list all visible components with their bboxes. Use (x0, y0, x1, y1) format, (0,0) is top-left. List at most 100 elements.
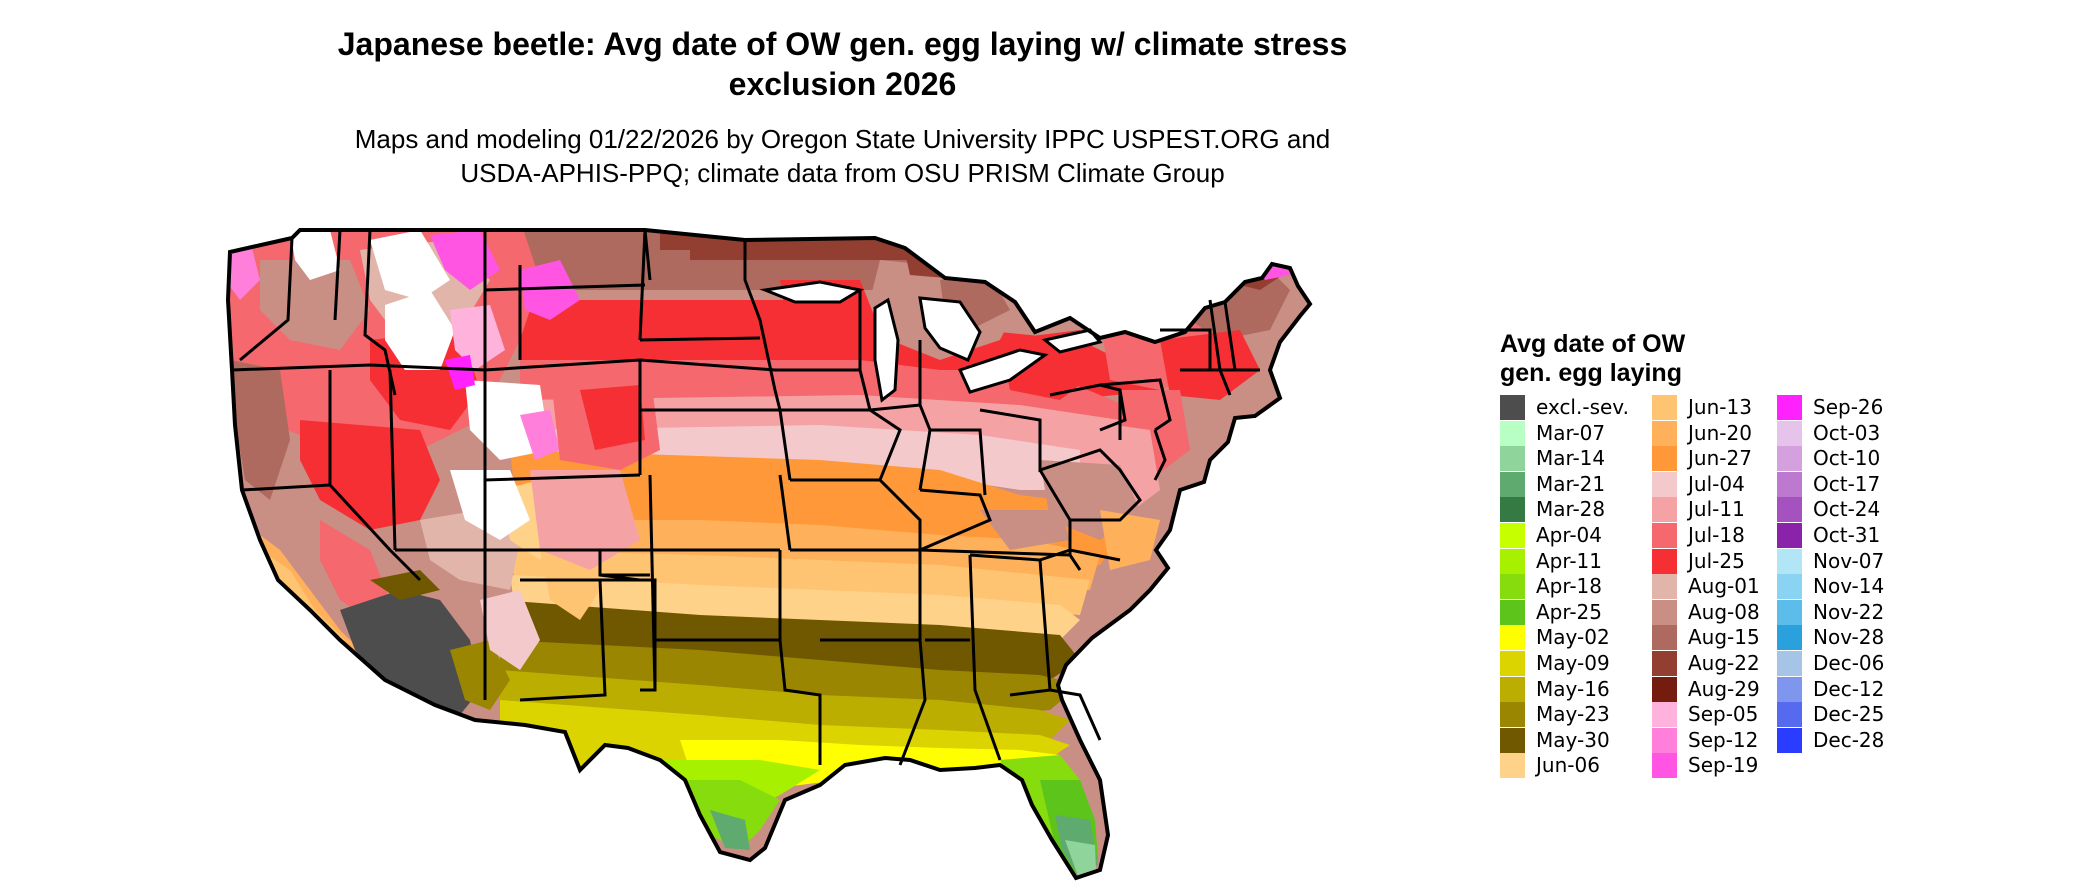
legend-label: Apr-18 (1536, 574, 1602, 599)
legend-label: Apr-04 (1536, 522, 1602, 547)
legend-swatch (1652, 702, 1677, 728)
us-map (220, 220, 1475, 890)
map-title-line-1: Japanese beetle: Avg date of OW gen. egg… (337, 26, 1348, 62)
legend-label: Jun-20 (1688, 420, 1752, 445)
legend-swatch (1652, 420, 1677, 446)
legend-swatch (1500, 395, 1525, 420)
legend-label: Aug-01 (1688, 574, 1760, 599)
legend-label: Aug-22 (1688, 650, 1760, 675)
legend-label: Mar-07 (1536, 420, 1606, 445)
us-national-outline (225, 228, 1313, 881)
legend-swatch (1500, 650, 1525, 676)
legend-label: Aug-15 (1688, 625, 1760, 650)
legend-label: Jun-06 (1536, 753, 1600, 778)
legend-label: Sep-12 (1688, 727, 1759, 752)
legend-swatch (1500, 753, 1525, 779)
legend-swatch (1652, 599, 1677, 625)
legend-swatch (1777, 471, 1802, 497)
legend-label: Oct-03 (1813, 420, 1881, 445)
legend-label: Apr-11 (1536, 548, 1602, 573)
legend-swatch (1777, 599, 1802, 625)
legend-label: Jul-11 (1688, 497, 1745, 522)
legend-label: Oct-10 (1813, 446, 1881, 471)
legend-label: Mar-14 (1536, 446, 1606, 471)
legend-label: Dec-28 (1813, 727, 1885, 752)
legend-title-line-2: gen. egg laying (1500, 359, 1682, 387)
legend-swatch (1652, 548, 1677, 574)
legend-label: Oct-17 (1813, 471, 1881, 496)
legend-label: Sep-05 (1688, 702, 1759, 727)
legend-label: May-23 (1536, 702, 1610, 727)
map-subtitle-line-2: USDA-APHIS-PPQ; climate data from OSU PR… (460, 158, 1225, 188)
legend-swatch (1777, 548, 1802, 574)
legend-swatch (1500, 522, 1525, 548)
legend-label: Oct-24 (1813, 497, 1881, 522)
legend-title: Avg date of OW gen. egg laying (1500, 330, 1685, 388)
legend-swatch (1652, 727, 1677, 753)
legend-swatch (1777, 522, 1802, 548)
legend-title-line-1: Avg date of OW (1500, 330, 1686, 358)
legend-label: May-09 (1536, 650, 1610, 675)
legend-label: Sep-26 (1813, 395, 1884, 419)
legend-label: Nov-28 (1813, 625, 1885, 650)
legend-label: Dec-25 (1813, 702, 1885, 727)
legend-label: Nov-14 (1813, 574, 1885, 599)
state-borders (231, 229, 1260, 766)
legend-label: Mar-28 (1536, 497, 1606, 522)
legend-swatch (1777, 625, 1802, 651)
legend-swatch (1500, 471, 1525, 497)
legend-swatch (1652, 753, 1677, 779)
legend-swatch (1500, 599, 1525, 625)
legend-swatch (1500, 446, 1525, 472)
legend-swatch (1777, 650, 1802, 676)
legend-swatch (1777, 702, 1802, 728)
legend-swatch (1500, 727, 1525, 753)
legend-swatch (1777, 676, 1802, 702)
legend-swatch (1652, 574, 1677, 600)
legend-label: Nov-22 (1813, 599, 1885, 624)
legend-swatch (1777, 420, 1802, 446)
legend-swatch (1777, 574, 1802, 600)
legend-swatch (1652, 650, 1677, 676)
map-subtitle-line-1: Maps and modeling 01/22/2026 by Oregon S… (354, 124, 1331, 154)
legend-swatch (1500, 574, 1525, 600)
legend-swatch (1777, 497, 1802, 523)
legend-swatch (1652, 471, 1677, 497)
legend-label: Oct-31 (1813, 522, 1881, 547)
legend-label: May-16 (1536, 676, 1610, 701)
legend-swatch (1777, 727, 1802, 753)
legend-label: May-30 (1536, 727, 1610, 752)
legend-label: Aug-29 (1688, 676, 1760, 701)
legend-swatch (1652, 625, 1677, 651)
legend-swatch (1652, 395, 1677, 420)
legend-swatch (1652, 676, 1677, 702)
legend-label: Dec-06 (1813, 650, 1885, 675)
legend-swatch (1500, 625, 1525, 651)
legend-swatch (1500, 676, 1525, 702)
legend-label: Dec-12 (1813, 676, 1885, 701)
legend-swatch (1500, 420, 1525, 446)
legend-swatch (1500, 702, 1525, 728)
legend-swatch (1777, 395, 1802, 420)
legend-label: Jun-27 (1688, 446, 1752, 471)
legend-swatch (1652, 522, 1677, 548)
legend-swatch (1500, 497, 1525, 523)
legend-swatch (1500, 548, 1525, 574)
legend-label: Apr-25 (1536, 599, 1602, 624)
legend-label: Jul-25 (1688, 548, 1745, 573)
legend-label: Nov-07 (1813, 548, 1885, 573)
legend-label: Jul-04 (1688, 471, 1745, 496)
legend-swatch (1777, 446, 1802, 472)
legend-label: Aug-08 (1688, 599, 1760, 624)
map-title-line-2: exclusion 2026 (728, 66, 957, 102)
legend-label: Sep-19 (1688, 753, 1759, 778)
legend-label: Mar-21 (1536, 471, 1606, 496)
legend-swatch (1652, 497, 1677, 523)
legend-label: Jun-13 (1688, 395, 1752, 419)
legend-label: excl.-sev. (1536, 395, 1629, 419)
legend-label: Jul-18 (1688, 522, 1745, 547)
great-lakes (759, 280, 1103, 403)
map-title: Japanese beetle: Avg date of OW gen. egg… (0, 24, 1685, 104)
legend-swatch (1652, 446, 1677, 472)
legend-label: May-02 (1536, 625, 1610, 650)
